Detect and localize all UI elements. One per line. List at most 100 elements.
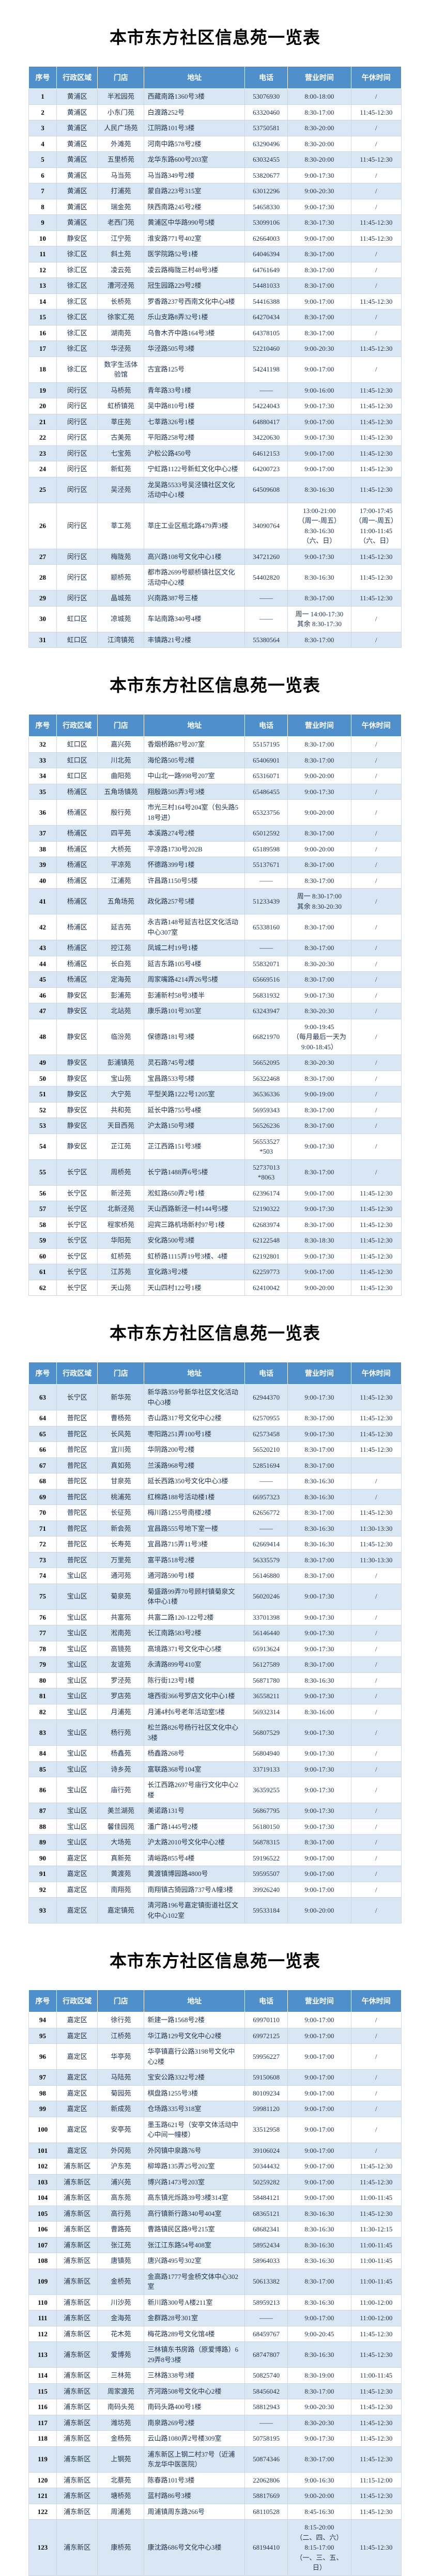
cell-district: 杨浦区 [56, 783, 98, 800]
cell-phone: 56020246 [244, 1583, 288, 1610]
cell-index: 22 [28, 429, 57, 446]
cell-phone: 56553527 *503 [244, 1133, 288, 1160]
cell-district: 宝山区 [56, 1609, 98, 1625]
cell-phone: —— [244, 1473, 288, 1489]
cell-phone: 68682341 [244, 2221, 288, 2238]
cell-address: 梅花路289号文化馆4楼 [144, 2325, 245, 2342]
cell-lunch: / [350, 356, 402, 383]
cell-lunch: 11:45-12:30 [350, 2325, 402, 2342]
cell-store: 大场苑 [97, 1834, 145, 1851]
table-row: 112 浦东新区 花木苑 梅花路289号文化馆4楼 68459767 9:00-20:45… [28, 2325, 402, 2342]
cell-index: 18 [28, 356, 57, 383]
cell-hours: 9:00-17:00 [287, 2116, 351, 2143]
cell-hours: 9:00-17:00 [287, 2310, 351, 2326]
cell-district: 徐汇区 [56, 356, 98, 383]
cell-address: 中山北一路998号207室 [144, 768, 245, 784]
cell-lunch: / [350, 631, 402, 648]
cell-store: 沪东苑 [97, 2158, 145, 2175]
column-header-hours: 营业时间 [287, 1990, 351, 2012]
cell-hours: 8:30-17:00 [287, 1118, 351, 1134]
cell-address: 黄渡镇博园路4800号 [144, 1866, 245, 1882]
cell-phone: 56807529 [244, 1719, 288, 1746]
table-row: 24 闵行区 新虹苑 宁虹路1122号新虹文化中心2楼 64200723 9:00-17:… [28, 461, 402, 477]
cell-address: 兰溪路968号2楼 [144, 1457, 245, 1473]
table-row: 73 普陀区 万里苑 富平路518号2楼 56335579 8:30-17:00 11:30… [28, 1551, 402, 1568]
cell-store: 长白苑 [97, 955, 145, 972]
cell-hours: 8:15-20:00 （二、四、六） 8:15-17:00 （一、三、五、日） [287, 2519, 351, 2576]
cell-hours: 8:30-17:00 [287, 1568, 351, 1584]
cell-address: 长宁路1488弄6号5楼 [144, 1159, 245, 1186]
cell-phone: 65913624 [244, 1640, 288, 1657]
cell-address: 周浦镇周东路266号 [144, 2503, 245, 2520]
cell-address: 芷江西路151号3楼 [144, 1133, 245, 1160]
cell-lunch: / [350, 1609, 402, 1625]
cell-hours: 9:00-17:30 [287, 1777, 351, 1803]
cell-store: 曹路苑 [97, 2221, 145, 2238]
cell-lunch: / [350, 857, 402, 873]
table-row: 91 嘉定区 黄渡苑 黄渡镇博园路4800号 59595507 9:00-17:00/ [28, 1866, 402, 1882]
cell-store: 北新泾苑 [97, 1201, 145, 1217]
cell-store: 罗泾苑 [97, 1672, 145, 1688]
cell-lunch: 11:45-12:30 [350, 151, 402, 168]
cell-hours: 9:00-17:00 [287, 1185, 351, 1201]
cell-address: 高境路371号文化中心5楼 [144, 1640, 245, 1657]
cell-phone: 65338160 [244, 914, 288, 940]
cell-index: 91 [28, 1866, 57, 1882]
column-header-lunch: 午休时间 [350, 1362, 402, 1385]
table-row: 71 普陀区 新会苑 宜昌路555号地下室一楼 —— 8:30-16:30 11:30-13… [28, 1520, 402, 1537]
cell-phone: 56867795 [244, 1803, 288, 1819]
cell-store: 月浦苑 [97, 1703, 145, 1720]
cell-index: 81 [28, 1688, 57, 1704]
cell-phone: 65316071 [244, 768, 288, 784]
cell-address: 高东镇光烁路39号3楼314室 [144, 2190, 245, 2206]
cell-store: 周桥苑 [97, 1159, 145, 1186]
cell-store: 徐行苑 [97, 2012, 145, 2028]
cell-phone: 63012296 [244, 183, 288, 199]
cell-address: 云山路1080弄2号楼309室 [144, 2430, 245, 2447]
cell-phone: 52851694 [244, 1457, 288, 1473]
roster-table: 序号 行政区域 门店 地址 电话 营业时间 午休时间 94 嘉定区 徐行苑 新建一路1568号2楼 6… [28, 1990, 402, 2576]
cell-district: 长宁区 [56, 1264, 98, 1280]
cell-district: 黄浦区 [56, 214, 98, 231]
table-row: 63 长宁区 新华苑 新华路359号新华社区文化活动中心3楼 62944370 9:00-… [28, 1384, 402, 1410]
cell-index: 86 [28, 1777, 57, 1803]
cell-address: 唐兴路495号302室 [144, 2253, 245, 2269]
table-row: 62 长宁区 天山苑 天山四村122号1楼 62410042 9:00-20:00 11:4… [28, 1279, 402, 1296]
cell-hours: 8:30-17:00 [287, 631, 351, 648]
cell-phone: 56959343 [244, 1101, 288, 1118]
cell-phone: 52737013 *8063 [244, 1159, 288, 1186]
cell-lunch: 11:30-13:30 [350, 1520, 402, 1537]
cell-district: 虹口区 [56, 631, 98, 648]
cell-hours: 9:00-17:30 [287, 1248, 351, 1264]
cell-index: 23 [28, 445, 57, 461]
cell-hours: 9:00-17:00 [287, 2158, 351, 2175]
cell-address: 长江西路2697号庙行文化中心2楼 [144, 1777, 245, 1803]
table-row: 27 闵行区 梅陇苑 高兴路108号文化中心1楼 34721260 9:00-17:30 1… [28, 548, 402, 565]
cell-phone: 66957323 [244, 1488, 288, 1505]
cell-phone: 65323756 [244, 799, 288, 826]
cell-lunch: / [350, 736, 402, 753]
cell-lunch: / [350, 1688, 402, 1704]
cell-lunch: / [350, 1118, 402, 1134]
cell-index: 1 [28, 88, 57, 105]
cell-address: 陈春路101号3楼 [144, 2472, 245, 2488]
table-row: 66 普陀区 宜川苑 华阴路200号2楼 56520210 8:30-17:00 11:45… [28, 1441, 402, 1458]
cell-district: 徐汇区 [56, 309, 98, 325]
cell-store: 川北苑 [97, 752, 145, 768]
cell-hours: 8:30-17:00 [287, 872, 351, 889]
cell-store: 斜土苑 [97, 246, 145, 262]
cell-store: 长桥苑 [97, 293, 145, 309]
cell-index: 85 [28, 1761, 57, 1777]
cell-hours: 9:00-17:00 [287, 2027, 351, 2044]
cell-district: 静安区 [56, 1054, 98, 1071]
cell-index: 11 [28, 246, 57, 262]
cell-district: 徐汇区 [56, 324, 98, 341]
cell-store: 新虹苑 [97, 461, 145, 477]
cell-lunch: / [350, 1881, 402, 1898]
cell-index: 105 [28, 2205, 57, 2222]
cell-hours: 9:00-16:00 [287, 382, 351, 398]
cell-district: 嘉定区 [56, 1850, 98, 1866]
cell-phone: 56831932 [244, 987, 288, 1003]
cell-index: 123 [28, 2519, 57, 2576]
cell-district: 杨浦区 [56, 940, 98, 956]
